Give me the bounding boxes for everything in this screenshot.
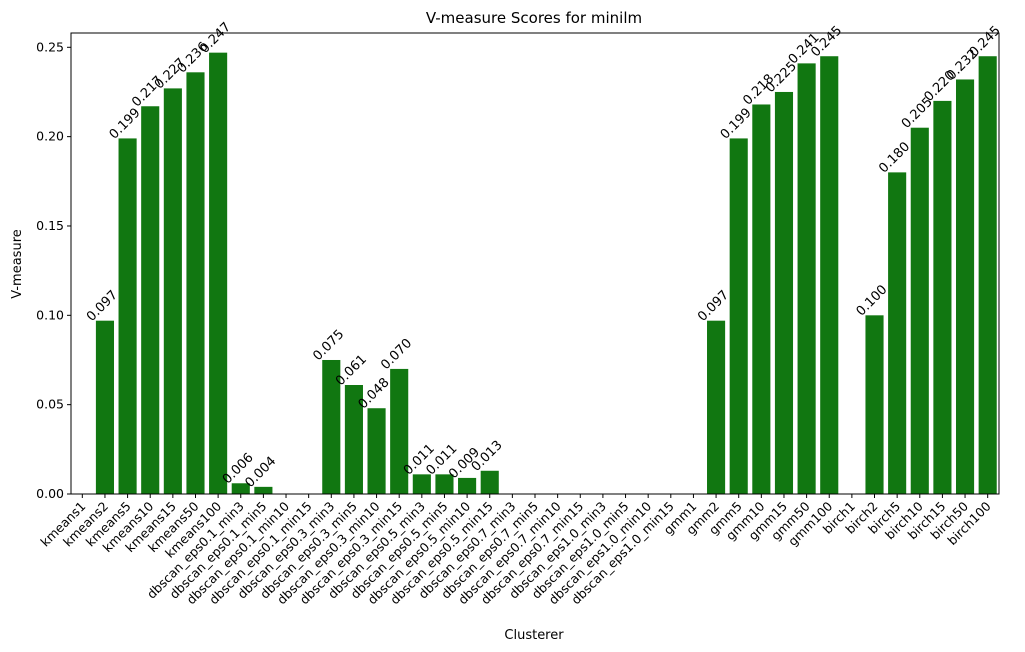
bar-kmeans50 — [186, 72, 205, 495]
data-label-dbscan_eps0.3_min3: 0.075 — [310, 327, 347, 364]
bar-birch100 — [978, 56, 997, 494]
plot-frame — [70, 32, 1000, 495]
y-tick-label: 0.15 — [36, 218, 64, 233]
bar-gmm10 — [752, 104, 771, 494]
bar-birch5 — [888, 172, 907, 495]
bar-dbscan_eps0.1_min5 — [254, 486, 273, 494]
bar-kmeans10 — [141, 106, 160, 494]
bar-kmeans100 — [209, 52, 228, 495]
chart-title: V-measure Scores for minilm — [426, 9, 642, 27]
bar-gmm5 — [729, 138, 748, 494]
bar-dbscan_eps0.3_min5 — [344, 385, 363, 494]
y-tick-label: 0.10 — [36, 307, 64, 322]
y-tick-label: 0.25 — [36, 39, 64, 54]
data-label-kmeans5: 0.199 — [107, 105, 144, 142]
bar-kmeans5 — [118, 138, 137, 494]
bar-gmm15 — [774, 91, 794, 494]
y-tick-label: 0.05 — [36, 397, 64, 412]
bar-birch10 — [910, 127, 929, 495]
bar-dbscan_eps0.3_min3 — [322, 359, 341, 494]
bar-dbscan_eps0.3_min10 — [367, 408, 386, 494]
bar-gmm2 — [707, 320, 726, 494]
x-axis-label: Clusterer — [504, 628, 564, 643]
bar-kmeans2 — [95, 320, 115, 494]
bar-dbscan_eps0.1_min3 — [231, 483, 250, 494]
y-axis: 0.00 0.05 0.10 0.15 0.20 0.25 — [36, 39, 71, 501]
data-label-dbscan_eps0.3_min15: 0.070 — [378, 336, 415, 373]
data-label-kmeans2: 0.097 — [84, 288, 121, 325]
data-label-birch100: 0.245 — [967, 23, 1004, 60]
x-axis: kmeans1kmeans2kmeans5kmeans10kmeans15kme… — [37, 494, 994, 607]
data-label-birch2: 0.100 — [854, 282, 891, 319]
bar-gmm100 — [820, 56, 839, 494]
bar-birch50 — [955, 79, 975, 494]
bar-gmm50 — [797, 63, 816, 494]
bar-dbscan_eps0.5_min15 — [480, 470, 499, 494]
bar-dbscan_eps0.5_min3 — [412, 474, 431, 494]
bars-group — [95, 52, 997, 495]
data-label-birch5: 0.180 — [876, 139, 913, 176]
bar-dbscan_eps0.5_min10 — [458, 477, 477, 494]
bar-dbscan_eps0.3_min15 — [390, 368, 409, 494]
y-tick-label: 0.00 — [36, 486, 64, 501]
data-label-kmeans100: 0.247 — [197, 20, 234, 57]
bar-dbscan_eps0.5_min5 — [435, 474, 454, 494]
bar-birch2 — [865, 315, 884, 494]
y-tick-label: 0.20 — [36, 129, 64, 144]
bar-kmeans15 — [163, 88, 182, 494]
y-axis-label: V-measure — [10, 229, 25, 299]
data-label-gmm5: 0.199 — [718, 105, 755, 142]
bar-birch15 — [933, 100, 952, 494]
data-label-gmm2: 0.097 — [695, 288, 732, 325]
